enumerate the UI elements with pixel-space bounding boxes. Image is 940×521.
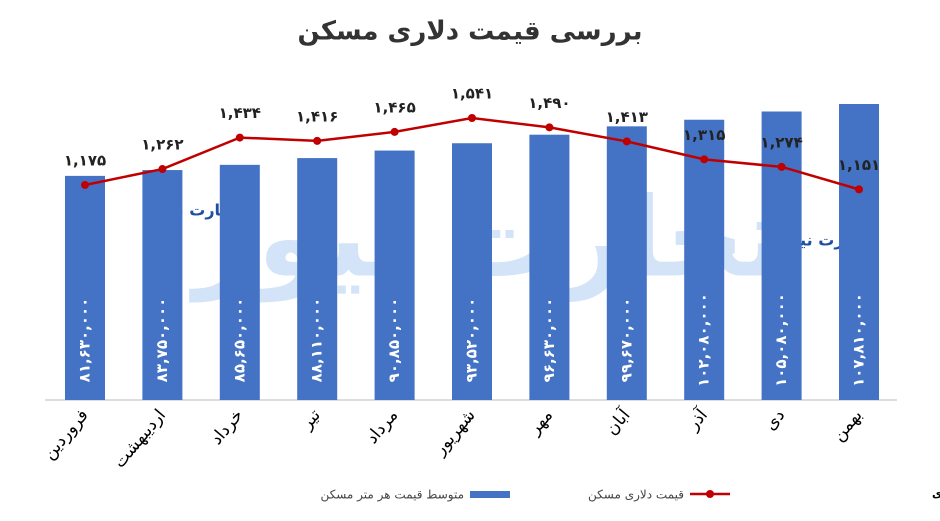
line-point [235,133,244,142]
bar-value-label: ۸۵,۶۵۰,۰۰۰ [230,298,248,383]
bar-value-label: ۱۰۷,۸۱۰,۰۰۰ [850,293,868,387]
line-value-label: ۱,۴۳۴ [219,104,261,122]
bar [761,111,802,400]
bar [65,175,105,400]
line-value-label: ۱,۵۴۱ [451,85,493,103]
bar-value-label: ۹۳,۵۲۰,۰۰۰ [463,298,481,383]
bar-value-label: ۱۰۵,۰۸۰,۰۰۰ [772,293,790,387]
legend-label: قیمت دلاری مسکن [588,488,684,503]
line-point [545,123,554,132]
bar-value-label: ۸۱,۶۳۰,۰۰۰ [76,298,94,383]
bar-value-label: ۸۸,۱۱۰,۰۰۰ [308,298,326,383]
bar [219,164,260,400]
bar [374,150,415,400]
x-tick-label: تیر [297,405,326,434]
bar-value-label: ۹۶,۶۳۰,۰۰۰ [540,298,558,383]
bar-value-label: ۹۰,۸۵۰,۰۰۰ [385,298,403,383]
bar [606,126,647,401]
line-point [777,162,786,171]
bar [452,143,492,401]
x-tick-label: خرداد [207,406,248,449]
line-point [622,137,631,146]
line-value-label: ۱,۱۷۵ [64,151,106,169]
bar-value-label: ۱۰۲,۰۸۰,۰۰۰ [695,293,713,387]
line-value-label: ۱,۴۱۳ [606,108,648,126]
legend-label: متوسط قیمت هر متر مسکن [320,488,464,503]
line-point [313,136,322,145]
x-tick-label: فروردین [39,406,92,464]
line-value-label: ۱,۴۹۰ [528,94,570,112]
line-value-label: ۱,۲۶۲ [141,136,183,154]
line-point [855,185,863,194]
legend-swatch [706,490,714,498]
source: منبع: داده‌های مرکز آمار و بانک مرکزی [932,486,940,500]
chart-title: بررسی قیمت دلاری مسکن [297,17,642,47]
bar-value-label: ۹۹,۶۷۰,۰۰۰ [617,298,635,383]
line-point [390,127,399,136]
line-point [81,180,89,189]
bar [142,170,183,400]
bar [839,104,879,400]
x-tick-label: آذر [681,403,712,435]
bar [529,134,570,400]
bar [297,158,338,400]
line-point [700,155,709,164]
x-tick-label: اردیبهشت [110,406,170,473]
line-value-label: ۱,۴۱۶ [296,107,338,125]
line-value-label: ۱,۳۱۵ [683,126,725,144]
x-tick-label: بهمن [829,406,867,446]
line-value-label: ۱,۱۵۱ [838,156,880,174]
x-tick-label: شهریور [430,406,480,460]
line-value-label: ۱,۴۶۵ [373,98,415,116]
line-point [158,165,167,174]
x-tick-label: مرداد [362,406,402,448]
x-tick-label: دی [761,406,790,435]
line-point [468,114,476,122]
bar-value-label: ۸۳,۷۵۰,۰۰۰ [153,298,171,383]
x-tick-label: آبان [600,403,635,439]
x-tick-label: مهر [524,406,557,440]
legend-swatch [470,491,510,498]
bar [684,119,725,401]
line-value-label: ۱,۲۷۴ [760,133,802,151]
